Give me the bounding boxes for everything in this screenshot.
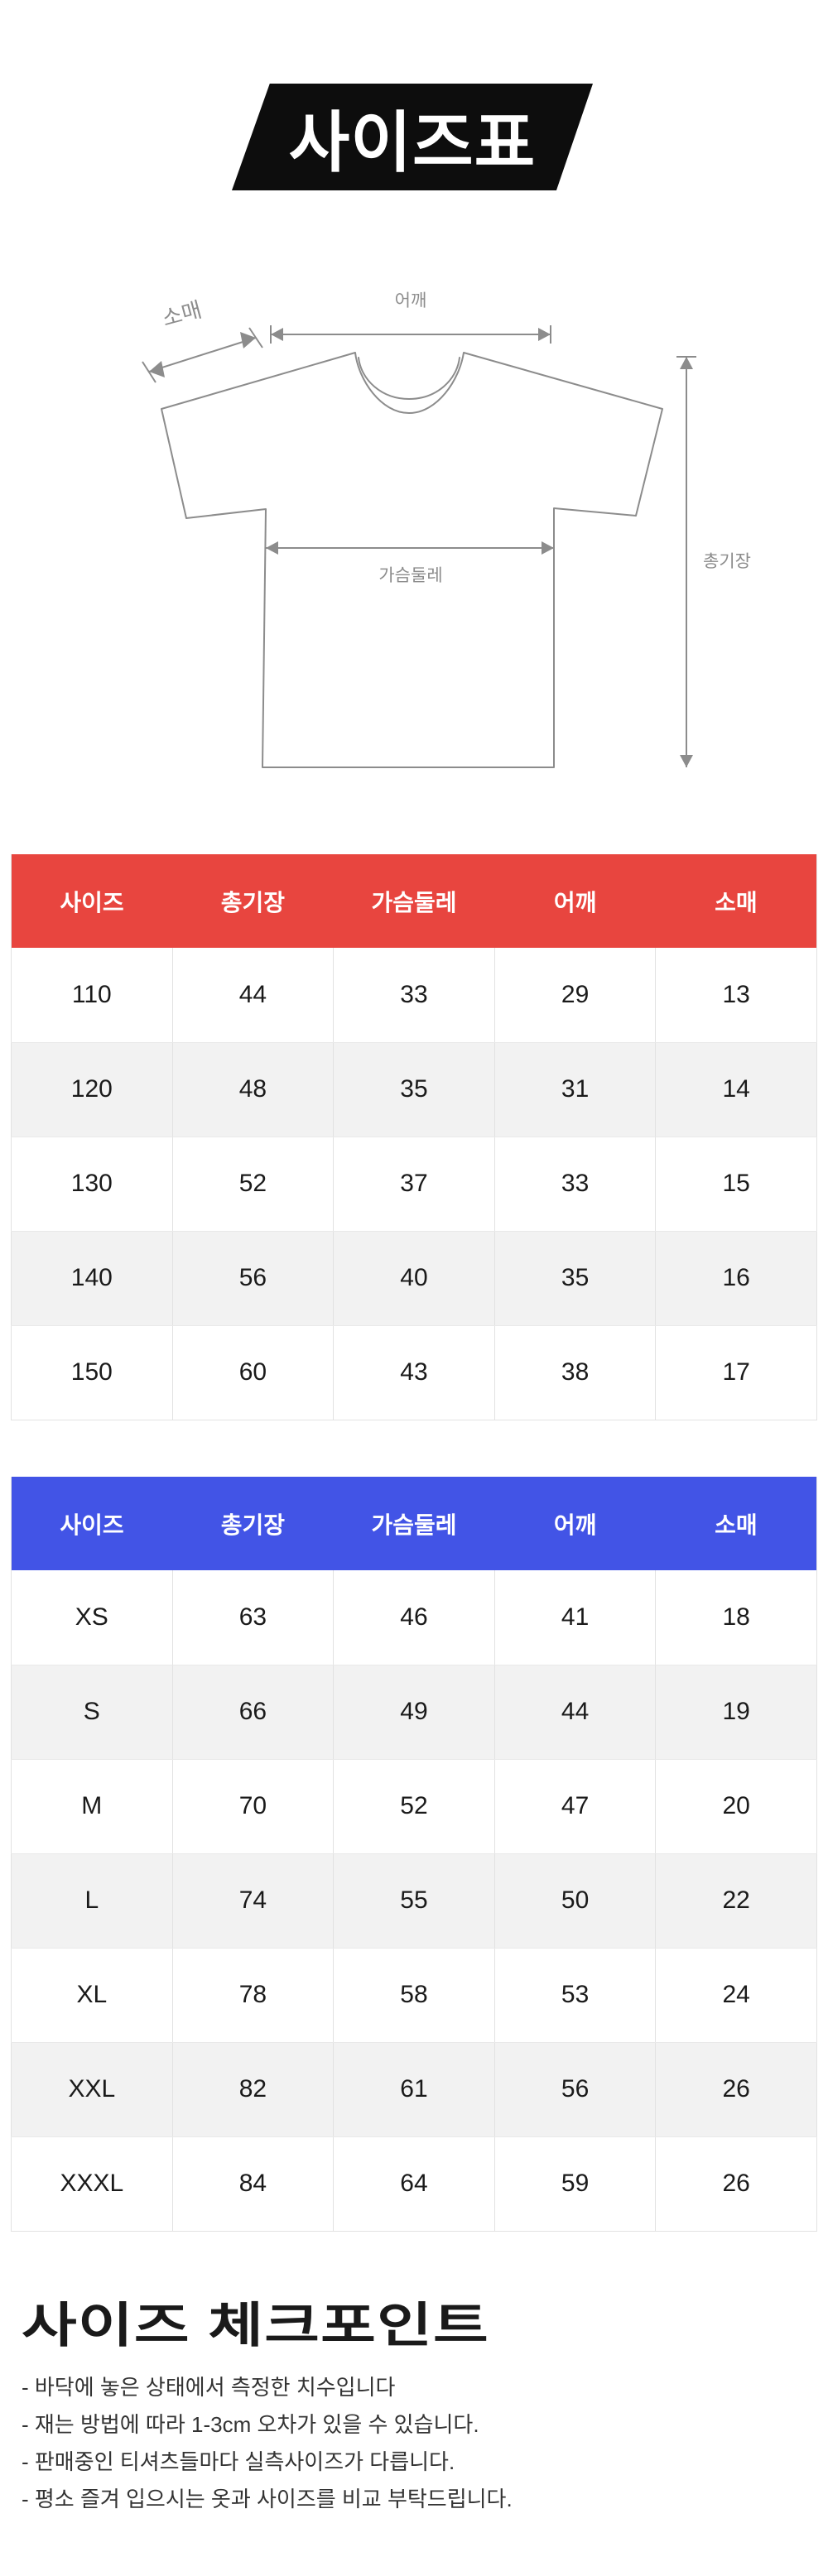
svg-text:소매: 소매 [160, 297, 205, 331]
svg-text:총기장: 총기장 [703, 552, 751, 571]
svg-text:가슴둘레: 가슴둘레 [378, 566, 442, 585]
svg-text:어깨: 어깨 [395, 291, 427, 310]
